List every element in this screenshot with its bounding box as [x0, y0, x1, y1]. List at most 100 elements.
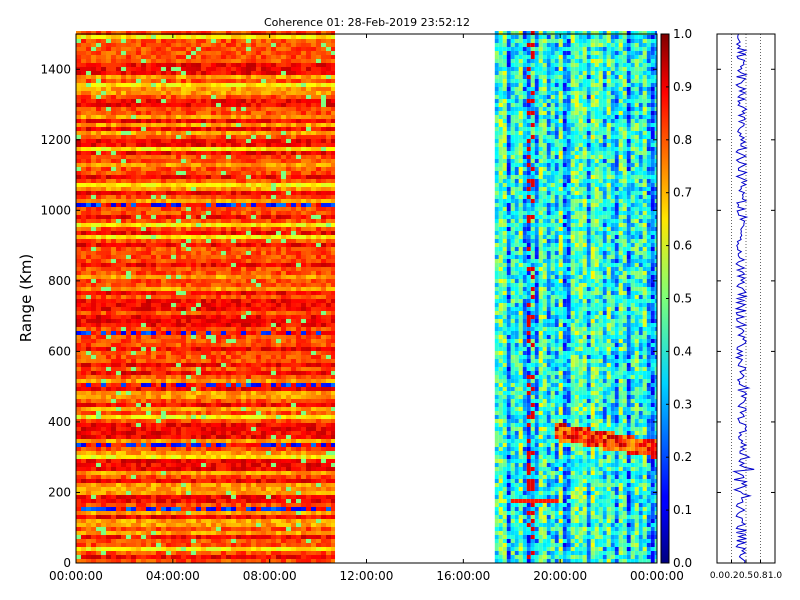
heatmap-cell — [101, 311, 106, 315]
heatmap-cell — [176, 295, 181, 299]
heatmap-cell — [201, 523, 206, 527]
heatmap-cell — [76, 511, 81, 515]
heatmap-cell — [291, 527, 296, 531]
heatmap-cell — [181, 279, 186, 283]
heatmap-cell — [196, 387, 201, 391]
heatmap-cell — [331, 547, 336, 551]
heatmap-cell — [286, 427, 291, 431]
heatmap-cell — [256, 335, 261, 339]
heatmap-cell — [151, 379, 156, 383]
heatmap-cell — [316, 507, 321, 511]
heatmap-cell — [86, 423, 91, 427]
heatmap-cell — [316, 223, 321, 227]
heatmap-cell — [161, 463, 166, 467]
heatmap-cell — [86, 295, 91, 299]
heatmap-cell — [211, 483, 216, 487]
heatmap-cell — [81, 263, 86, 267]
heatmap-cell — [171, 439, 176, 443]
heatmap-cell — [176, 271, 181, 275]
heatmap-cell — [91, 539, 96, 543]
heatmap-cell — [171, 391, 176, 395]
heatmap-cell — [141, 287, 146, 291]
heatmap-cell — [296, 255, 301, 259]
heatmap-cell — [186, 547, 191, 551]
heatmap-cell — [316, 395, 321, 399]
heatmap-cell — [221, 515, 226, 519]
heatmap-cell — [101, 499, 106, 503]
heatmap-cell — [311, 215, 316, 219]
heatmap-cell — [151, 359, 156, 363]
heatmap-cell — [236, 367, 241, 371]
heatmap-cell — [296, 483, 301, 487]
heatmap-cell — [136, 347, 141, 351]
heatmap-cell — [261, 227, 266, 231]
heatmap-cell — [271, 535, 276, 539]
heatmap-cell — [311, 223, 316, 227]
heatmap-cell — [271, 375, 276, 379]
heatmap-cell — [306, 407, 311, 411]
heatmap-cell — [171, 311, 176, 315]
heatmap-cell — [221, 307, 226, 311]
heatmap-cell — [191, 379, 196, 383]
heatmap-cell — [251, 179, 256, 183]
heatmap-cell — [161, 439, 166, 443]
heatmap-cell — [331, 451, 336, 455]
heatmap-cell — [276, 527, 281, 531]
heatmap-cell — [316, 539, 321, 543]
heatmap-cell — [86, 259, 91, 263]
heatmap-cell — [171, 503, 176, 507]
heatmap-cell — [236, 419, 241, 423]
heatmap-cell — [226, 519, 231, 523]
heatmap-cell — [126, 247, 131, 251]
heatmap-cell — [276, 519, 281, 523]
heatmap-cell — [176, 335, 181, 339]
heatmap-cell — [201, 319, 206, 323]
heatmap-cell — [166, 303, 171, 307]
heatmap-cell — [171, 431, 176, 435]
heatmap-cell — [101, 235, 106, 239]
heatmap-cell — [81, 519, 86, 523]
heatmap-cell — [226, 199, 231, 203]
heatmap-cell — [286, 327, 291, 331]
heatmap-cell — [251, 347, 256, 351]
heatmap-cell — [216, 207, 221, 211]
heatmap-cell — [286, 431, 291, 435]
heatmap-cell — [221, 427, 226, 431]
heatmap-cell — [171, 351, 176, 355]
heatmap-cell — [211, 323, 216, 327]
heatmap-cell — [276, 471, 281, 475]
heatmap-cell — [161, 483, 166, 487]
heatmap-cell — [91, 327, 96, 331]
heatmap-cell — [96, 539, 101, 543]
heatmap-cell — [256, 491, 261, 495]
heatmap-cell — [251, 407, 256, 411]
heatmap-cell — [236, 275, 241, 279]
heatmap-cell — [76, 379, 81, 383]
heatmap-cell — [286, 203, 291, 207]
heatmap-cell — [101, 231, 106, 235]
heatmap-cell — [166, 355, 171, 359]
heatmap-cell — [301, 415, 306, 419]
heatmap-cell — [171, 411, 176, 415]
heatmap-cell — [281, 375, 286, 379]
heatmap-cell — [256, 367, 261, 371]
heatmap-cell — [96, 215, 101, 219]
heatmap-cell — [276, 371, 281, 375]
heatmap-cell — [311, 203, 316, 207]
heatmap-cell — [116, 227, 121, 231]
heatmap-cell — [101, 211, 106, 215]
heatmap-cell — [166, 235, 171, 239]
heatmap-cell — [221, 463, 226, 467]
heatmap-cell — [101, 479, 106, 483]
heatmap-cell — [176, 291, 181, 295]
heatmap-cell — [286, 531, 291, 535]
heatmap-cell — [121, 483, 126, 487]
heatmap-cell — [176, 523, 181, 527]
heatmap-cell — [76, 539, 81, 543]
heatmap-cell — [246, 195, 251, 199]
heatmap-cell — [131, 363, 136, 367]
heatmap-cell — [176, 531, 181, 535]
heatmap-cell — [196, 219, 201, 223]
heatmap-cell — [261, 519, 266, 523]
heatmap-cell — [96, 479, 101, 483]
